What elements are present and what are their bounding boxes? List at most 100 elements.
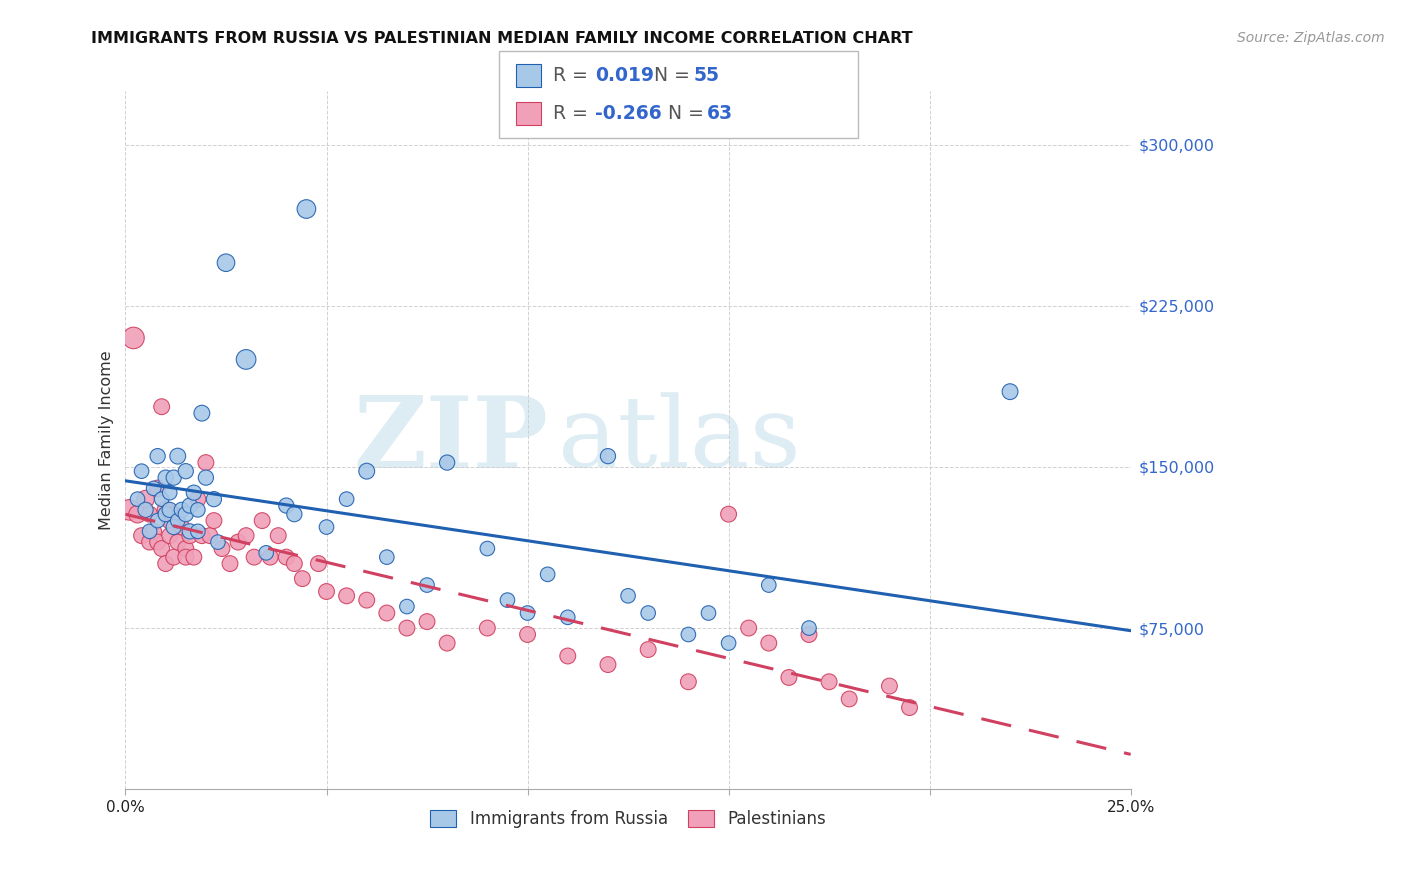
Point [187, 492, 209, 507]
Point [194, 456, 217, 470]
Point [276, 550, 298, 565]
Text: ZIP: ZIP [353, 392, 548, 489]
Point [697, 606, 720, 620]
Text: R =: R = [553, 104, 593, 123]
Point [678, 674, 700, 689]
Point [879, 679, 901, 693]
Point [138, 535, 160, 549]
Point [135, 503, 157, 517]
Point [254, 546, 277, 560]
Point [142, 482, 165, 496]
Point [717, 507, 740, 521]
Point [118, 503, 141, 517]
Point [998, 384, 1021, 399]
Point [131, 464, 153, 478]
Point [174, 507, 197, 521]
Point [737, 621, 759, 635]
Point [283, 507, 305, 521]
Point [395, 621, 418, 635]
Point [557, 648, 579, 663]
Point [170, 503, 193, 517]
Point [191, 406, 214, 420]
Point [797, 621, 820, 635]
Point [166, 535, 188, 549]
Point [146, 482, 169, 496]
Point [174, 464, 197, 478]
Point [416, 615, 439, 629]
Point [163, 470, 186, 484]
Point [416, 578, 439, 592]
Point [166, 514, 188, 528]
Point [138, 507, 160, 521]
Point [183, 485, 205, 500]
Point [183, 550, 205, 565]
Point [159, 514, 181, 528]
Point [436, 456, 458, 470]
Text: -0.266: -0.266 [595, 104, 661, 123]
Point [235, 529, 257, 543]
Point [166, 449, 188, 463]
Point [155, 557, 177, 571]
Point [283, 557, 305, 571]
Point [155, 470, 177, 484]
Point [838, 692, 860, 706]
Point [226, 535, 249, 549]
Point [159, 485, 181, 500]
Point [194, 470, 217, 484]
Point [336, 492, 359, 507]
Text: Source: ZipAtlas.com: Source: ZipAtlas.com [1237, 31, 1385, 45]
Point [215, 256, 238, 270]
Point [179, 524, 201, 539]
Point [259, 550, 281, 565]
Point [758, 636, 780, 650]
Point [142, 524, 165, 539]
Point [202, 514, 225, 528]
Point [477, 541, 499, 556]
Point [127, 507, 149, 521]
Point [436, 636, 458, 650]
Point [179, 499, 201, 513]
Point [778, 671, 800, 685]
Point [146, 535, 169, 549]
Point [678, 627, 700, 641]
Point [135, 492, 157, 507]
Point [138, 524, 160, 539]
Point [516, 606, 538, 620]
Legend: Immigrants from Russia, Palestinians: Immigrants from Russia, Palestinians [425, 805, 831, 833]
Point [308, 557, 330, 571]
Text: R =: R = [553, 66, 593, 85]
Point [315, 584, 337, 599]
Point [198, 529, 221, 543]
Point [537, 567, 560, 582]
Point [276, 499, 298, 513]
Point [395, 599, 418, 614]
Point [207, 535, 229, 549]
Point [898, 700, 921, 714]
Point [315, 520, 337, 534]
Point [717, 636, 740, 650]
Point [267, 529, 290, 543]
Point [202, 492, 225, 507]
Point [818, 674, 841, 689]
Point [131, 529, 153, 543]
Point [516, 627, 538, 641]
Text: N =: N = [654, 66, 696, 85]
Point [235, 352, 257, 367]
Point [155, 507, 177, 521]
Point [336, 589, 359, 603]
Point [295, 202, 318, 216]
Point [758, 578, 780, 592]
Point [187, 524, 209, 539]
Point [187, 503, 209, 517]
Point [557, 610, 579, 624]
Point [617, 589, 640, 603]
Point [637, 606, 659, 620]
Point [163, 520, 186, 534]
Point [163, 550, 186, 565]
Point [127, 492, 149, 507]
Point [150, 492, 173, 507]
Point [159, 529, 181, 543]
Point [174, 541, 197, 556]
Point [170, 520, 193, 534]
Point [150, 541, 173, 556]
